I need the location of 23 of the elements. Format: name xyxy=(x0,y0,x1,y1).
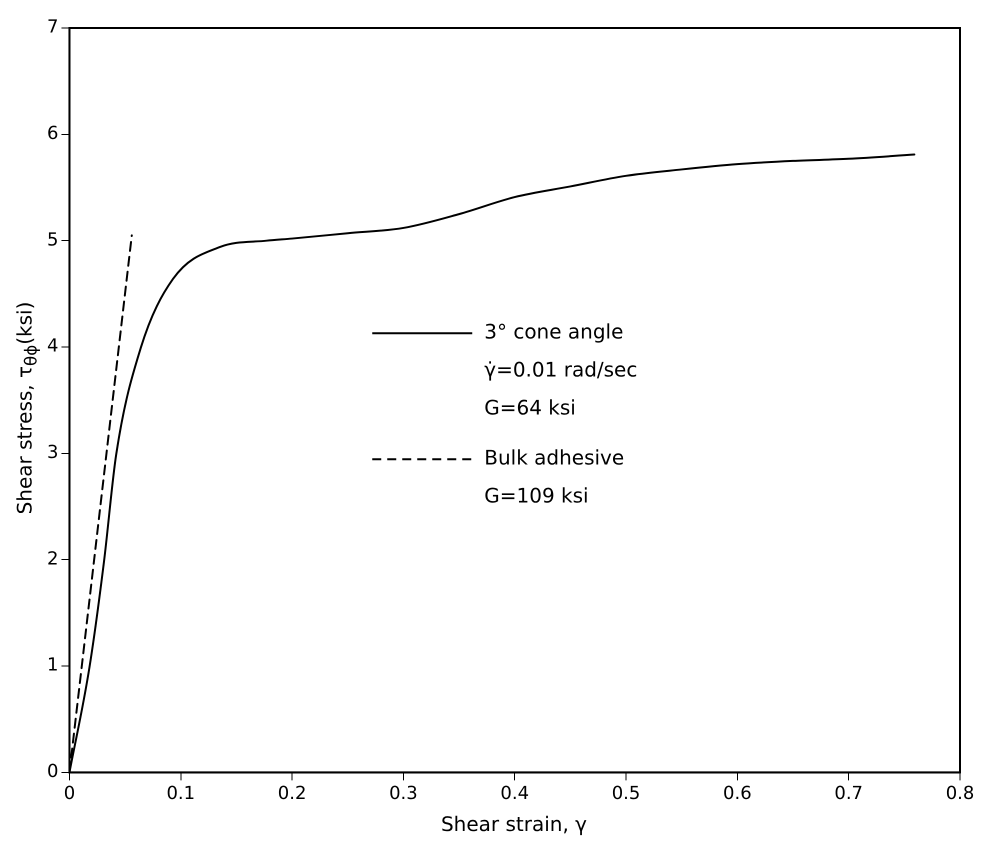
x-axis-title: Shear strain, γ xyxy=(440,812,588,836)
x-tick-label: 0.5 xyxy=(612,782,640,804)
y-tick-label: 7 xyxy=(47,16,58,38)
annotation: G=64 ksi xyxy=(484,395,576,420)
x-tick-label: 0 xyxy=(64,782,76,804)
x-tick-label: 0.2 xyxy=(278,782,306,804)
x-tick-label: 0.1 xyxy=(166,782,196,804)
x-tick-label: 0.3 xyxy=(389,782,418,804)
annotation: γ̇=0.01 rad/sec xyxy=(484,357,638,382)
y-tick-label: 5 xyxy=(47,229,58,250)
x-tick-label: 0.4 xyxy=(500,782,530,804)
y-tick-label: 6 xyxy=(47,123,58,144)
x-tick-label: 0.8 xyxy=(946,782,974,804)
y-tick-label: 4 xyxy=(47,336,58,357)
x-tick-label: 0.7 xyxy=(834,782,863,804)
legend-label: Bulk adhesive xyxy=(484,445,624,470)
y-tick-label: 0 xyxy=(47,761,58,782)
legend-label: 3° cone angle xyxy=(484,319,624,344)
y-tick-label: 2 xyxy=(47,548,58,570)
x-tick-label: 0.6 xyxy=(723,782,752,804)
annotation: G=109 ksi xyxy=(484,483,589,508)
y-tick-label: 3 xyxy=(47,442,58,464)
y-tick-label: 1 xyxy=(47,654,58,676)
